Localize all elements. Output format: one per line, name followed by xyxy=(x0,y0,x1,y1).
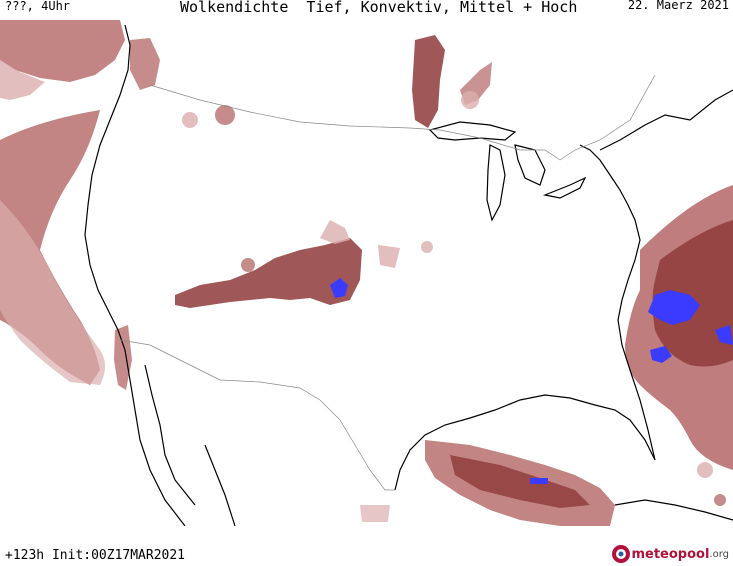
map-canvas xyxy=(0,20,733,526)
border-layer xyxy=(119,74,656,491)
weather-map xyxy=(0,20,733,526)
logo-icon xyxy=(612,545,631,563)
cloud-layer xyxy=(0,20,733,526)
cloud-area-southwest-band-light xyxy=(320,220,350,244)
coastline-baja xyxy=(144,364,196,506)
cloud-area-mexico-pacific xyxy=(360,505,390,522)
coastline-maritimes xyxy=(599,89,733,151)
coastline-mexico-west xyxy=(204,444,236,526)
forecast-date: 22. Maerz 2021 xyxy=(627,0,729,12)
cloud-area-southwest-band xyxy=(175,238,362,308)
header-bar: ???, 4Uhr Wolkendichte Tief, Konvektiv, … xyxy=(0,0,733,20)
logo-suffix: .org xyxy=(709,548,729,560)
border-us-mexico xyxy=(119,339,395,491)
cloud-cell xyxy=(182,112,198,128)
lake-erie xyxy=(542,176,587,199)
border-us-canada xyxy=(149,74,656,161)
convective-cell-atlantic-2 xyxy=(715,325,733,345)
cloud-area-atlantic-core xyxy=(652,220,733,367)
footer-bar: +123h Init:00Z17MAR2021 meteopool .org xyxy=(0,526,733,566)
lake-superior xyxy=(428,121,517,141)
cloud-area-gulf-band-dense xyxy=(450,455,590,508)
convective-cell-gulf xyxy=(530,478,548,484)
lake-huron xyxy=(514,144,546,186)
cloud-cell xyxy=(241,258,255,272)
map-title: Wolkendichte Tief, Konvektiv, Mittel + H… xyxy=(180,0,578,16)
cloud-area-baja-coast xyxy=(114,325,132,390)
cloud-cell xyxy=(697,462,713,478)
logo-text: meteopool xyxy=(631,546,710,562)
cloud-cell xyxy=(215,105,235,125)
cloud-area-pacific-swirl-light xyxy=(0,200,105,385)
meteopool-logo[interactable]: meteopool .org xyxy=(611,543,729,565)
cloud-cell xyxy=(421,241,433,253)
coastline-layer xyxy=(84,24,733,526)
init-label: +123h Init:00Z17MAR2021 xyxy=(5,548,186,563)
coastline-west xyxy=(84,24,186,526)
coastline-cuba xyxy=(614,499,733,521)
cloud-area-northwest-pacific-light xyxy=(0,60,45,100)
cloud-area-texas-panhandle xyxy=(378,245,400,268)
cloud-area-pacific-northwest xyxy=(130,38,160,90)
cloud-cell xyxy=(461,91,479,109)
run-label: ???, 4Uhr xyxy=(5,0,71,13)
cloud-area-northwest-pacific xyxy=(0,20,125,82)
convective-cell-southwest xyxy=(330,278,348,298)
convective-layer xyxy=(330,278,733,484)
convective-cell-atlantic xyxy=(648,290,700,325)
convective-cell-florida-coast xyxy=(650,346,672,363)
lake-michigan xyxy=(486,144,506,222)
coastline-east xyxy=(579,144,656,461)
cloud-area-canada-central xyxy=(412,35,445,128)
coastline-gulf xyxy=(394,394,656,491)
cloud-cell xyxy=(714,494,726,506)
